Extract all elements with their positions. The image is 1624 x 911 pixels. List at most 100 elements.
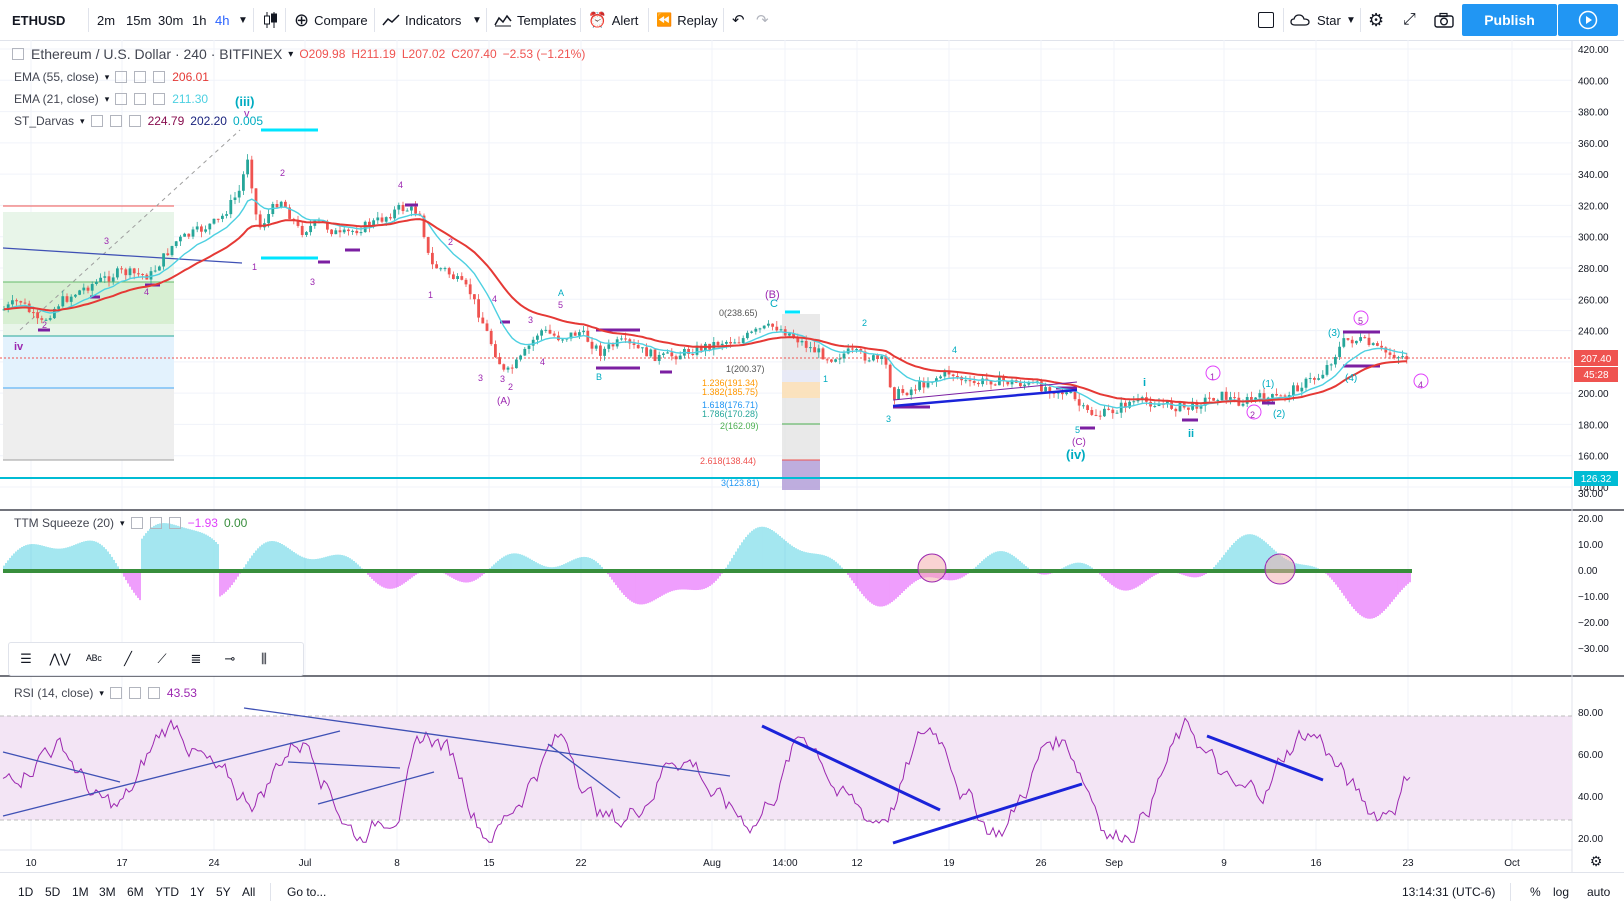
alert-button[interactable]: ⏰ Alert <box>588 0 638 40</box>
indicators-button[interactable]: Indicators <box>382 0 461 40</box>
abc-pattern-icon[interactable]: ᴬᴮᶜ <box>86 651 102 667</box>
symbol-title[interactable]: Ethereum / U.S. Dollar · 240 · BITFINEX <box>31 46 283 62</box>
ttm-legend[interactable]: TTM Squeeze (20) ▾ −1.93 0.00 <box>14 516 247 530</box>
close-icon[interactable] <box>147 687 160 699</box>
timeframe-4h[interactable]: 4h <box>215 0 229 40</box>
timeframe-1h[interactable]: 1h <box>192 0 206 40</box>
settings-icon[interactable] <box>109 115 122 127</box>
settings-icon[interactable] <box>128 687 141 699</box>
eye-icon[interactable] <box>130 517 143 529</box>
auto-scale-toggle[interactable]: auto <box>1587 873 1610 911</box>
price-axis[interactable]: 420.00 400.00 380.00 360.00 340.00 320.00 300.… <box>1578 45 1609 494</box>
close-icon[interactable] <box>128 115 141 127</box>
ema21-line[interactable] <box>3 198 1407 409</box>
timezone-clock[interactable]: 13:14:31 (UTC-6) <box>1402 873 1495 911</box>
templates-button[interactable]: Templates <box>494 0 576 40</box>
settings-icon[interactable] <box>134 71 147 83</box>
measure-icon[interactable]: ⫼ <box>261 651 267 666</box>
candle-body <box>515 359 518 369</box>
redo-icon[interactable]: ↷ <box>756 12 769 29</box>
rsi-legend[interactable]: RSI (14, close) ▾ 43.53 <box>14 686 197 700</box>
darvas-legend[interactable]: ST_Darvas ▾ 224.79 202.20 0.005 <box>14 114 263 128</box>
chart-canvas[interactable]: 0(238.65) 1(200.37) 1.236(191.34) 1.382(… <box>0 40 1624 872</box>
expand-icon[interactable]: ⤢ <box>1403 11 1416 28</box>
wave-count-label: 4 <box>952 345 957 355</box>
ema55-legend[interactable]: EMA (55, close) ▾ 206.01 <box>14 70 209 84</box>
candle-body <box>1359 337 1362 341</box>
gear-icon[interactable]: ⚙ <box>1590 853 1603 869</box>
rsi-axis[interactable]: 80.00 60.00 40.00 20.00 <box>1578 708 1603 845</box>
publish-video-button[interactable] <box>1558 4 1618 36</box>
range-all[interactable]: All <box>242 873 255 911</box>
horizontal-line-icon[interactable]: ⊸ <box>224 651 236 666</box>
candle-body <box>888 364 892 388</box>
percent-scale-toggle[interactable]: % <box>1530 873 1541 911</box>
fib-trend-line[interactable] <box>19 129 241 331</box>
lines-icon[interactable]: ☰ <box>20 651 32 666</box>
ray-icon[interactable]: ⟋ <box>157 651 167 666</box>
camera-icon[interactable] <box>1434 0 1454 40</box>
range-5d[interactable]: 5D <box>45 873 60 911</box>
trend-line[interactable] <box>892 381 1078 401</box>
close-icon[interactable] <box>168 517 181 529</box>
timeframe-15m[interactable]: 15m <box>126 0 151 40</box>
trend-line-icon[interactable]: ╱ <box>124 651 132 666</box>
range-ytd[interactable]: YTD <box>155 873 179 911</box>
wave-count-label: 1 <box>428 290 433 300</box>
candle-body <box>1233 397 1236 399</box>
eye-icon[interactable] <box>115 93 128 105</box>
chevron-down-icon[interactable]: ▼ <box>1346 14 1356 26</box>
settings-icon[interactable] <box>149 517 162 529</box>
candle-body <box>1300 387 1304 392</box>
candle-body <box>6 304 10 310</box>
rsi-bold-trendlines[interactable] <box>761 724 1324 845</box>
chevron-down-icon: ▾ <box>104 93 110 104</box>
range-label: 1M <box>72 885 89 899</box>
undo-icon[interactable]: ↶ <box>732 12 745 29</box>
ema55-line[interactable] <box>3 218 1407 405</box>
candle-body <box>838 358 842 360</box>
compare-button[interactable]: ⊕ Compare <box>294 0 368 40</box>
ema21-legend[interactable]: EMA (21, close) ▾ 211.30 <box>14 92 208 106</box>
collapse-icon[interactable] <box>12 48 24 60</box>
timeframe-30m[interactable]: 30m <box>158 0 183 40</box>
range-1y[interactable]: 1Y <box>190 873 205 911</box>
log-scale-toggle[interactable]: log <box>1553 873 1569 911</box>
timeframe-2m[interactable]: 2m <box>97 0 115 40</box>
range-6m[interactable]: 6M <box>127 873 144 911</box>
ttm-axis[interactable]: 30.00 20.00 10.00 0.00 −10.00 −20.00 −30.00 <box>1578 489 1609 655</box>
fullscreen-toggle[interactable] <box>1258 0 1274 40</box>
fib-icon[interactable]: ≣ <box>190 651 202 666</box>
rsi-trendlines[interactable] <box>2 707 731 817</box>
rsi-line[interactable] <box>2 717 1411 844</box>
settings-icon[interactable] <box>134 93 147 105</box>
goto-date-button[interactable]: Go to... <box>287 873 326 911</box>
chevron-down-icon[interactable]: ▼ <box>472 14 482 26</box>
candle-body <box>737 342 741 344</box>
close-icon[interactable] <box>153 93 166 105</box>
time-axis[interactable]: 10 17 24 Jul 8 15 22 Aug 14:00 12 19 26 Sep 9 16 23 Oct <box>25 858 1520 869</box>
gear-icon[interactable]: ⚙ <box>1368 9 1385 30</box>
candle-body <box>880 356 884 360</box>
ttm-tick-label: 10.00 <box>1578 540 1603 551</box>
range-1m[interactable]: 1M <box>72 873 89 911</box>
star-layout-button[interactable]: Star <box>1290 0 1341 40</box>
publish-button[interactable]: Publish <box>1462 4 1557 36</box>
symbol-search[interactable]: ETHUSD <box>12 0 65 40</box>
candle-body <box>300 225 304 235</box>
pattern-icon[interactable]: ⋀⋁ <box>49 651 71 666</box>
close-icon[interactable] <box>153 71 166 83</box>
trend-line[interactable] <box>892 388 1078 408</box>
range-1d[interactable]: 1D <box>18 873 33 911</box>
eye-icon[interactable] <box>90 115 103 127</box>
replay-button[interactable]: ⏪ Replay <box>656 0 718 40</box>
chevron-down-icon[interactable]: ▾ <box>288 48 294 60</box>
chart-type-button[interactable] <box>262 0 278 40</box>
candle-body <box>523 348 527 356</box>
range-3m[interactable]: 3M <box>99 873 116 911</box>
eye-icon[interactable] <box>109 687 122 699</box>
wave-count-label: 2 <box>448 237 453 247</box>
eye-icon[interactable] <box>115 71 128 83</box>
chevron-down-icon[interactable]: ▼ <box>238 14 248 26</box>
range-5y[interactable]: 5Y <box>216 873 231 911</box>
